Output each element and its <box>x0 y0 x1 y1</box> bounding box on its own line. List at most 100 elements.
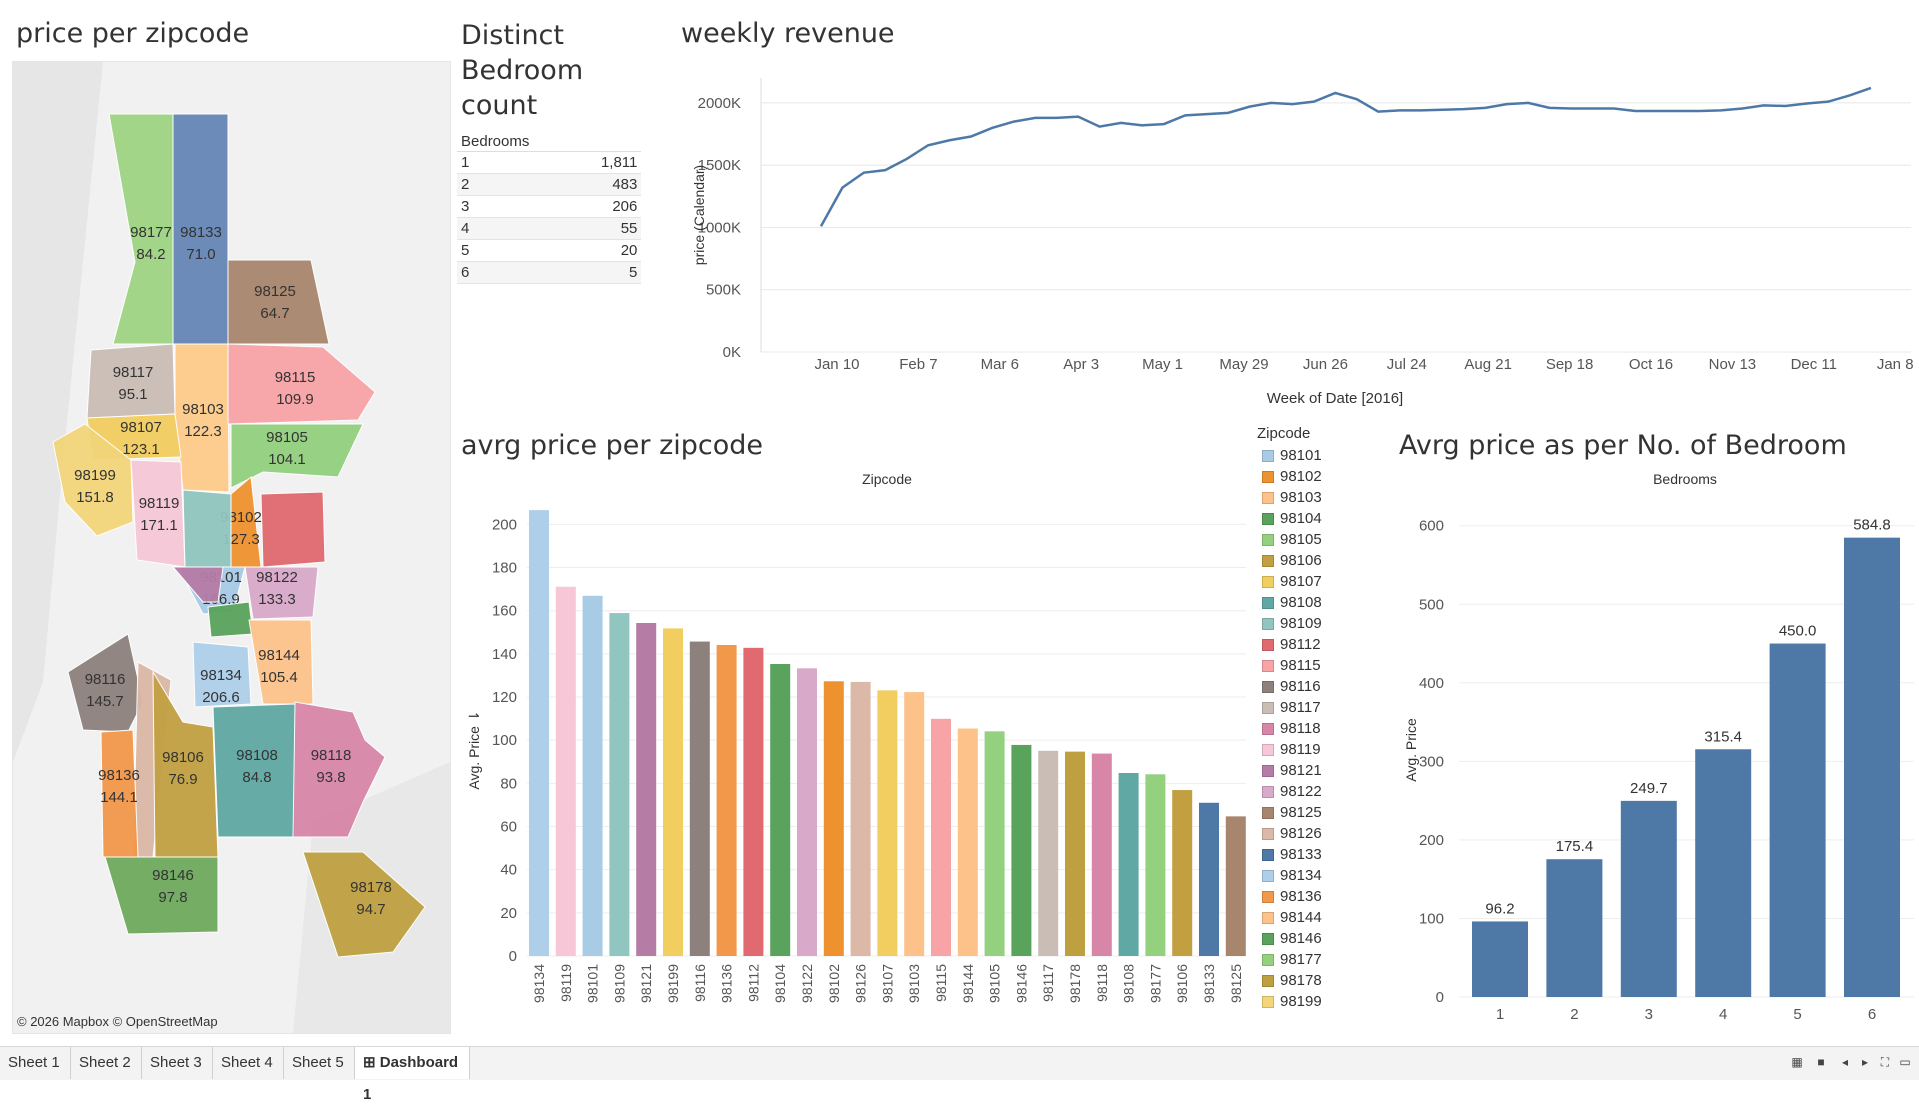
grid-view-icon[interactable]: ▦ <box>1791 1055 1803 1069</box>
tab-sheet-4[interactable]: Sheet 4 <box>213 1047 284 1079</box>
zip-region-label: 98125 <box>254 283 296 300</box>
weekly-revenue-chart[interactable]: 0K 500K 1000K 1500K 2000K Jan 10 Feb 7 Mar 6 Apr… <box>681 70 1917 420</box>
revenue-series-line[interactable] <box>819 86 1872 227</box>
y-tick-label: 600 <box>1419 518 1444 535</box>
tab-sheet-3[interactable]: Sheet 3 <box>142 1047 213 1079</box>
tab-sheet-5[interactable]: Sheet 5 <box>284 1047 355 1079</box>
bar-98106[interactable] <box>1172 790 1193 956</box>
fullscreen-icon[interactable]: ⛶ <box>1880 1055 1890 1069</box>
zip-region-label: 98122 <box>256 569 298 586</box>
tab-sheet-2[interactable]: Sheet 2 <box>71 1047 142 1079</box>
zip-region-98105[interactable] <box>230 423 364 489</box>
zip-region-value: 206.6 <box>202 689 240 706</box>
zip-region-98103[interactable] <box>174 343 230 493</box>
zip-region-value: 76.9 <box>168 771 197 788</box>
x-tick-label: 98104 <box>772 964 788 1003</box>
zip-region-98119[interactable] <box>130 459 186 568</box>
zip-region-98118[interactable] <box>292 701 386 838</box>
bar-bedroom-3[interactable] <box>1620 800 1677 997</box>
bar-98126[interactable] <box>850 681 871 956</box>
bar-bedroom-1[interactable] <box>1472 921 1528 997</box>
bar-bedroom-6[interactable] <box>1844 537 1900 997</box>
zip-region-98121[interactable] <box>171 566 224 603</box>
bar-98134[interactable] <box>529 510 549 956</box>
legend-label: 98116 <box>1280 678 1321 695</box>
bar-98118[interactable] <box>1091 753 1112 956</box>
legend-label: 98108 <box>1280 594 1322 611</box>
legend-swatch <box>1262 639 1274 651</box>
map-title: price per zipcode <box>16 18 250 49</box>
zip-region-98117[interactable] <box>86 343 176 419</box>
zip-region-98134[interactable] <box>192 641 252 708</box>
bar-bedroom-4[interactable] <box>1695 749 1752 997</box>
bar-98177[interactable] <box>1145 774 1166 956</box>
zip-region-98177[interactable] <box>108 113 174 345</box>
zip-region-98115[interactable] <box>227 343 376 425</box>
filmstrip-icon[interactable]: ■ <box>1817 1055 1825 1069</box>
table-row[interactable]: 1 1,811 <box>457 151 642 174</box>
tab-sheet-1[interactable]: Sheet 1 <box>0 1047 71 1079</box>
zip-region-98104[interactable] <box>207 601 254 638</box>
bar-98108[interactable] <box>1118 772 1139 956</box>
table-row[interactable]: 5 20 <box>457 239 642 262</box>
table-row[interactable]: 4 55 <box>457 217 642 240</box>
zip-region-98116[interactable] <box>67 633 144 733</box>
sheet-tab-bar: Sheet 1 Sheet 2 Sheet 3 Sheet 4 Sheet 5 ⊞ Das… <box>0 1046 1919 1103</box>
y-tick-label: 1000K <box>698 219 741 236</box>
zip-region-98106[interactable] <box>152 670 219 858</box>
x-tick-label: 98133 <box>1201 964 1217 1003</box>
bar-98116[interactable] <box>689 641 710 956</box>
bar-98133[interactable] <box>1199 802 1219 956</box>
zip-region-98112[interactable] <box>260 491 326 568</box>
presentation-icon[interactable]: ▭ <box>1899 1055 1911 1069</box>
bar-98199[interactable] <box>663 628 683 956</box>
bar-value-label: 175.4 <box>1556 838 1594 855</box>
bar-bedroom-2[interactable] <box>1546 859 1603 997</box>
bar-98104[interactable] <box>770 664 791 956</box>
zip-region-value: 122.3 <box>184 423 222 440</box>
bar-bedroom-5[interactable] <box>1769 643 1826 997</box>
y-tick-label: 300 <box>1419 753 1444 770</box>
bar-98178[interactable] <box>1065 751 1085 956</box>
bar-98105[interactable] <box>984 731 1005 956</box>
y-tick-label: 500 <box>1419 596 1444 613</box>
avg-price-zipcode-chart[interactable]: 0 20 40 60 80 100 120 140 160 180 200 Zipcode Avg. P… <box>461 470 1251 1015</box>
zipcode-map[interactable]: 98177 84.2 98133 71.0 98125 64.7 98117 95.1 9810… <box>12 61 451 1034</box>
avg-price-bedroom-chart[interactable]: 0 100 200 300 400 500 600 Bedrooms Avg. Price 96.… <box>1399 470 1919 1035</box>
zip-region-98109[interactable] <box>182 489 232 568</box>
zip-region-98144[interactable] <box>248 619 314 705</box>
bar-98103[interactable] <box>904 692 925 956</box>
tab-dashboard-1[interactable]: ⊞ Dashboard 1 <box>355 1047 470 1103</box>
legend-swatch <box>1262 681 1274 693</box>
table-row[interactable]: 2 483 <box>457 173 642 196</box>
bar-98125[interactable] <box>1225 816 1246 956</box>
zip-region-label: 98103 <box>182 401 224 418</box>
legend-swatch <box>1262 891 1274 903</box>
bar-98144[interactable] <box>957 728 978 956</box>
zip-region-value: 64.7 <box>260 305 289 322</box>
zip-region-98146[interactable] <box>104 856 219 935</box>
zip-region-98122[interactable] <box>244 566 319 620</box>
bar-98117[interactable] <box>1038 750 1059 956</box>
bar-98121[interactable] <box>636 622 657 956</box>
zip-region-98178[interactable] <box>302 851 426 958</box>
bar-98136[interactable] <box>716 645 737 956</box>
bar-98107[interactable] <box>877 690 898 956</box>
bar-98115[interactable] <box>931 718 951 956</box>
bedrooms-cell: 2 <box>457 173 534 196</box>
table-row[interactable]: 3 206 <box>457 195 642 218</box>
zip-region-98199[interactable] <box>52 423 134 537</box>
x-tick-label: 98122 <box>799 964 815 1003</box>
next-sheet-icon[interactable]: ▸ <box>1861 1055 1869 1069</box>
bar-98146[interactable] <box>1011 744 1032 956</box>
zip-region-98125[interactable] <box>227 259 330 345</box>
bar-98109[interactable] <box>609 613 630 956</box>
bar-98122[interactable] <box>797 668 817 956</box>
bar-98112[interactable] <box>743 647 764 956</box>
bar-98119[interactable] <box>555 586 576 956</box>
bar-98101[interactable] <box>582 595 603 956</box>
prev-sheet-icon[interactable]: ◂ <box>1841 1055 1849 1069</box>
bar-98102[interactable] <box>823 681 844 956</box>
map-canvas[interactable]: 98177 84.2 98133 71.0 98125 64.7 98117 95.1 9810… <box>13 62 450 1033</box>
